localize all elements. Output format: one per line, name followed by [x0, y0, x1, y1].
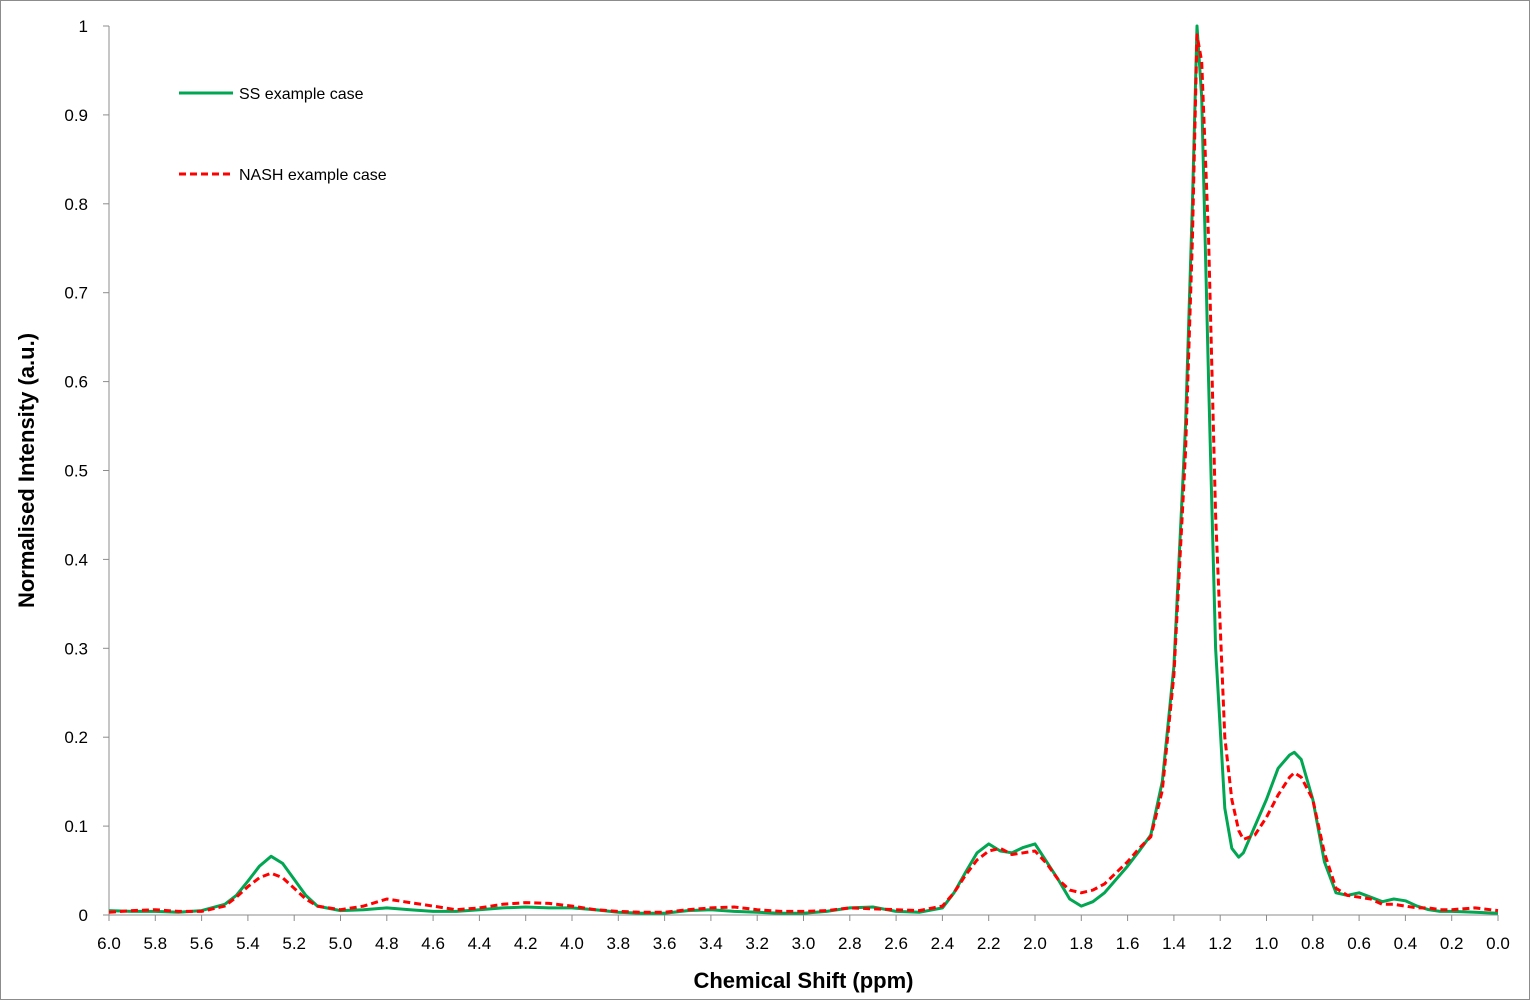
x-tick-label: 0.2: [1440, 934, 1464, 953]
x-tick-label: 0.4: [1394, 934, 1418, 953]
x-tick-label: 0.6: [1347, 934, 1371, 953]
x-tick-label: 5.0: [329, 934, 353, 953]
y-tick-label: 0.2: [64, 728, 88, 747]
y-tick-label: 0.1: [64, 817, 88, 836]
x-tick-label: 1.0: [1255, 934, 1279, 953]
y-tick-label: 0.9: [64, 106, 88, 125]
x-tick-label: 3.6: [653, 934, 677, 953]
x-tick-label: 0.8: [1301, 934, 1325, 953]
x-tick-label: 3.4: [699, 934, 723, 953]
y-tick-label: 0: [79, 906, 88, 925]
legend-item-nash: NASH example case: [179, 167, 387, 184]
y-axis-title: Normalised Intensity (a.u.): [14, 333, 39, 608]
x-tick-label: 4.6: [421, 934, 445, 953]
x-tick-label: 3.2: [745, 934, 769, 953]
x-tick-label: 2.6: [884, 934, 908, 953]
y-tick-label: 0.8: [64, 195, 88, 214]
y-tick-label: 0.7: [64, 284, 88, 303]
x-axis-title: Chemical Shift (ppm): [693, 968, 913, 993]
y-axis-ticks: 0 0.1 0.2 0.3 0.4 0.5 0.6 0.7 0.8 0.9 1: [64, 17, 109, 925]
legend-label-nash: NASH example case: [239, 167, 387, 184]
x-tick-label: 6.0: [97, 934, 121, 953]
legend-label-ss: SS example case: [239, 86, 364, 103]
x-axis-ticks: 6.0 5.8 5.6 5.4 5.2 5.0 4.8 4.6 4.4 4.2 4.0 3.8 3.6 3…: [97, 915, 1510, 953]
x-tick-label: 5.6: [190, 934, 214, 953]
x-tick-label: 1.2: [1208, 934, 1232, 953]
x-tick-label: 2.8: [838, 934, 862, 953]
series-layer: [108, 24, 1499, 915]
legend: SS example case NASH example case: [179, 86, 387, 184]
x-tick-label: 4.4: [468, 934, 492, 953]
x-tick-label: 2.0: [1023, 934, 1047, 953]
y-tick-label: 0.6: [64, 373, 88, 392]
x-tick-label: 5.8: [143, 934, 167, 953]
x-tick-label: 4.0: [560, 934, 584, 953]
x-tick-label: 5.4: [236, 934, 260, 953]
series-line-ss: [108, 24, 1499, 915]
x-tick-label: 1.4: [1162, 934, 1186, 953]
x-tick-label: 2.2: [977, 934, 1001, 953]
x-tick-label: 4.2: [514, 934, 538, 953]
y-tick-label: 0.5: [64, 462, 88, 481]
axes: [108, 26, 1498, 916]
x-tick-label: 2.4: [931, 934, 955, 953]
x-tick-label: 0.0: [1486, 934, 1510, 953]
x-tick-label: 1.6: [1116, 934, 1140, 953]
series-line-nash: [108, 33, 1499, 914]
y-tick-label: 1: [79, 17, 88, 36]
x-tick-label: 5.2: [282, 934, 306, 953]
y-tick-label: 0.4: [64, 550, 88, 569]
x-tick-label: 1.8: [1069, 934, 1093, 953]
x-tick-label: 3.0: [792, 934, 816, 953]
legend-item-ss: SS example case: [179, 86, 364, 103]
x-tick-label: 3.8: [606, 934, 630, 953]
x-tick-label: 4.8: [375, 934, 399, 953]
y-tick-label: 0.3: [64, 639, 88, 658]
